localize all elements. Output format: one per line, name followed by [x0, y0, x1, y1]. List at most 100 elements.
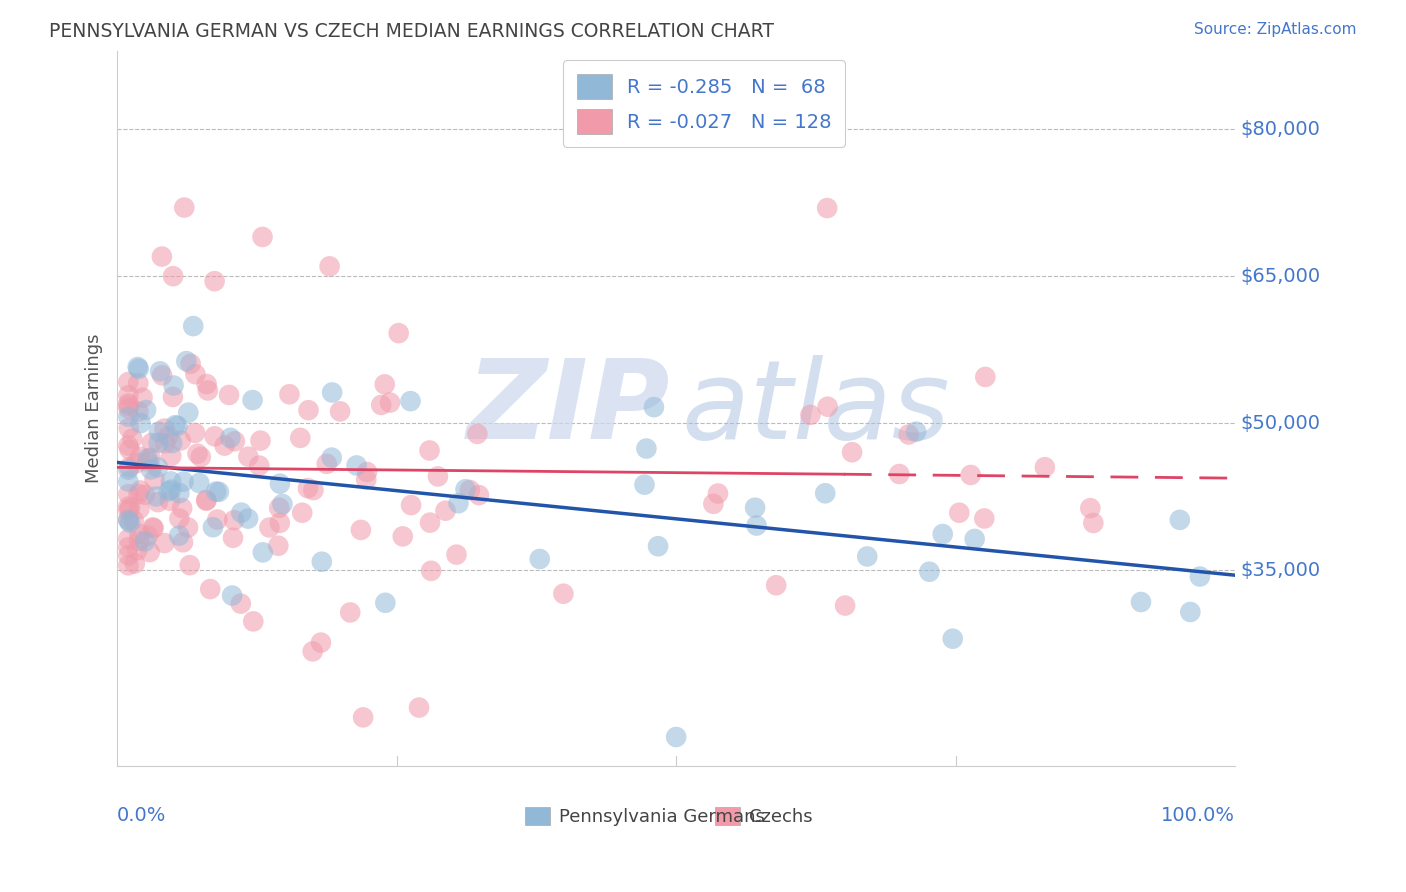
Point	[267, 539, 290, 553]
Point	[201, 520, 224, 534]
Point	[150, 250, 173, 264]
Point	[188, 476, 211, 491]
Point	[118, 460, 141, 475]
Text: 100.0%: 100.0%	[1161, 805, 1234, 825]
Point	[905, 425, 928, 439]
Point	[125, 456, 148, 470]
Point	[269, 500, 291, 515]
Point	[352, 710, 374, 724]
Point	[297, 403, 319, 417]
Point	[117, 439, 139, 453]
Point	[118, 401, 141, 416]
Point	[117, 503, 139, 517]
Point	[122, 514, 145, 528]
Point	[1078, 501, 1101, 516]
Point	[166, 418, 188, 433]
Point	[127, 543, 149, 558]
Point	[162, 378, 184, 392]
Point	[468, 488, 491, 502]
Point	[139, 450, 162, 465]
Point	[302, 483, 325, 498]
Point	[329, 404, 352, 418]
Point	[160, 449, 183, 463]
Point	[959, 467, 981, 482]
Point	[339, 606, 361, 620]
Point	[553, 587, 575, 601]
Point	[291, 506, 314, 520]
Point	[179, 558, 201, 573]
Point	[129, 450, 152, 464]
Point	[374, 596, 396, 610]
Point	[350, 523, 373, 537]
Text: $65,000: $65,000	[1240, 267, 1320, 285]
Point	[278, 387, 301, 401]
Point	[172, 535, 194, 549]
Point	[136, 529, 159, 543]
Point	[172, 475, 194, 489]
Point	[208, 484, 231, 499]
Point	[176, 354, 198, 368]
Point	[252, 230, 274, 244]
Point	[815, 201, 838, 215]
Point	[665, 730, 688, 744]
Point	[150, 368, 173, 383]
Point	[117, 399, 139, 413]
Point	[222, 531, 245, 545]
Point	[399, 498, 422, 512]
Point	[236, 511, 259, 525]
Point	[1130, 595, 1153, 609]
Point	[973, 511, 995, 525]
Point	[224, 513, 246, 527]
Point	[205, 484, 228, 499]
Point	[419, 516, 441, 530]
Text: ZIP: ZIP	[467, 355, 671, 462]
Point	[370, 398, 392, 412]
Point	[117, 549, 139, 563]
Point	[290, 431, 312, 445]
Point	[173, 201, 195, 215]
Point	[238, 450, 260, 464]
Point	[162, 269, 184, 284]
Point	[117, 487, 139, 501]
Point	[219, 431, 242, 445]
Point	[170, 434, 193, 448]
Point	[195, 493, 218, 508]
Point	[744, 500, 766, 515]
Point	[374, 377, 396, 392]
Point	[169, 511, 191, 525]
Point	[454, 483, 477, 497]
Point	[311, 555, 333, 569]
Point	[1188, 569, 1211, 583]
Point	[127, 376, 149, 391]
Point	[162, 390, 184, 404]
Point	[117, 513, 139, 527]
Point	[297, 481, 319, 495]
Point	[160, 483, 183, 497]
Point	[974, 370, 997, 384]
Y-axis label: Median Earnings: Median Earnings	[86, 334, 103, 483]
Text: 0.0%: 0.0%	[117, 805, 166, 825]
Point	[446, 548, 468, 562]
Point	[1223, 857, 1246, 871]
Bar	[716, 807, 740, 825]
Text: atlas: atlas	[682, 355, 950, 462]
Point	[127, 487, 149, 501]
Point	[177, 520, 200, 534]
Point	[157, 429, 180, 443]
Point	[420, 564, 443, 578]
Point	[128, 533, 150, 548]
Point	[918, 565, 941, 579]
Point	[167, 528, 190, 542]
Point	[134, 534, 156, 549]
Point	[221, 589, 243, 603]
Point	[963, 532, 986, 546]
Point	[467, 426, 489, 441]
Point	[165, 418, 187, 433]
Point	[1033, 460, 1056, 475]
Point	[153, 421, 176, 435]
Point	[117, 500, 139, 514]
Point	[643, 400, 665, 414]
Point	[318, 260, 340, 274]
Point	[399, 394, 422, 409]
Point	[447, 496, 470, 510]
